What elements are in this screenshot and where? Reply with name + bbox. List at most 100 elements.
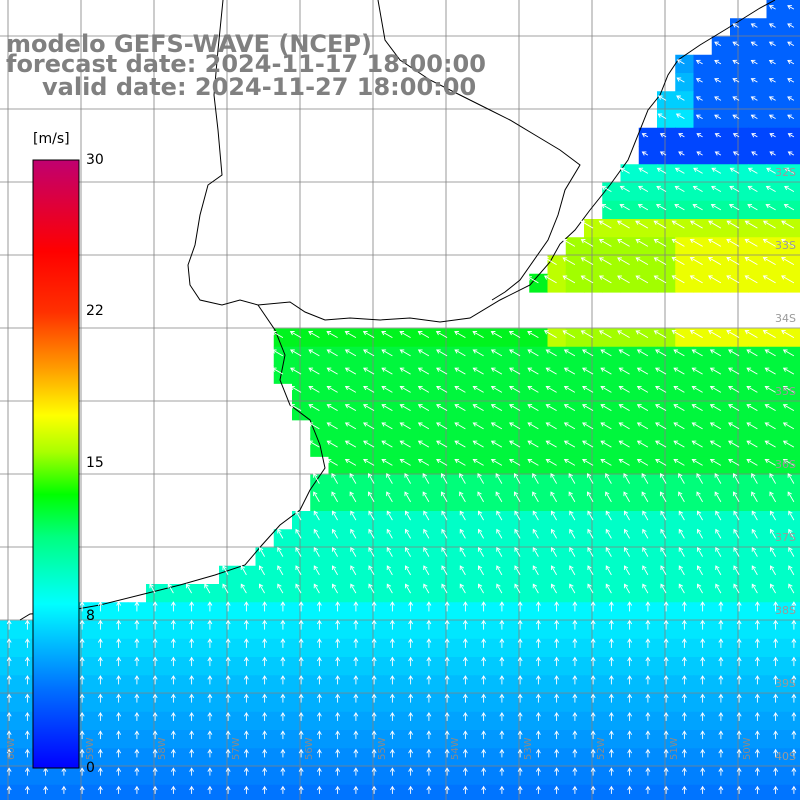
wind-speed-cell <box>54 766 74 786</box>
wind-arrow-head <box>222 583 227 589</box>
wind-speed-cell <box>675 73 695 92</box>
wind-arrow-head <box>695 114 701 119</box>
wind-speed-cell <box>474 456 494 476</box>
wind-arrow-head <box>240 565 246 571</box>
wind-arrow-head <box>389 767 395 772</box>
wind-speed-cell <box>693 346 713 366</box>
wind-arrow-head <box>517 712 523 717</box>
wind-speed-cell <box>273 328 293 348</box>
wind-speed-cell <box>675 711 695 731</box>
wind-speed-cell <box>675 657 695 676</box>
wind-speed-cell <box>200 766 220 786</box>
wind-arrow-head <box>732 473 738 478</box>
wind-arrow-head <box>350 528 355 534</box>
wind-arrow <box>751 473 758 484</box>
wind-speed-cell <box>219 675 238 695</box>
wind-speed-cell <box>511 511 530 530</box>
wind-speed-cell <box>675 346 695 366</box>
wind-speed-cell <box>383 730 403 749</box>
wind-arrow-head <box>225 712 231 717</box>
wind-arrow-head <box>718 693 724 699</box>
wind-arrow <box>770 511 776 521</box>
wind-speed-cell <box>638 200 658 220</box>
wind-speed-cell <box>255 657 275 676</box>
wind-speed-cell <box>602 182 622 202</box>
wind-arrow-head <box>732 23 738 28</box>
wind-arrow-head <box>600 404 606 409</box>
wind-speed-cell <box>164 638 184 658</box>
wind-arrow-head <box>308 331 313 336</box>
wind-arrow-head <box>335 638 341 643</box>
wind-arrow-head <box>673 440 679 445</box>
wind-speed-cell <box>565 584 585 603</box>
wind-arrow <box>733 133 740 138</box>
wind-arrow-head <box>280 730 286 735</box>
wind-speed-cell <box>620 237 640 257</box>
wind-arrow <box>564 386 576 393</box>
wind-speed-cell <box>328 638 348 658</box>
wind-arrow-head <box>550 583 556 589</box>
wind-speed-cell <box>730 438 749 457</box>
wind-speed-cell <box>511 456 530 476</box>
wind-speed-cell <box>474 602 494 622</box>
wind-arrow <box>509 386 521 393</box>
wind-speed-cell <box>511 346 530 366</box>
wind-speed-cell <box>292 547 311 567</box>
wind-arrow <box>240 565 247 576</box>
wind-speed-cell <box>146 748 165 768</box>
wind-arrow-head <box>462 638 468 643</box>
wind-arrow <box>313 529 320 539</box>
wind-arrow-head <box>496 510 501 516</box>
wind-speed-cell <box>638 328 658 348</box>
wind-speed-cell <box>419 492 439 512</box>
wind-speed-cell <box>766 638 786 658</box>
wind-arrow-head <box>750 114 756 119</box>
wind-arrow-head <box>653 239 659 244</box>
wind-arrow-head <box>170 712 176 717</box>
wind-arrow-head <box>408 601 414 606</box>
wind-speed-cell <box>127 730 147 749</box>
wind-arrow <box>781 239 795 247</box>
wind-arrow-head <box>562 239 568 244</box>
wind-arrow-head <box>481 638 487 643</box>
wind-arrow-head <box>700 693 706 699</box>
wind-arrow-head <box>773 785 779 791</box>
wind-speed-cell <box>182 766 202 786</box>
wind-arrow-head <box>715 547 720 552</box>
coastline-uruguay-brazil <box>187 0 776 323</box>
wind-arrow <box>532 584 539 594</box>
wind-speed-cell <box>492 492 512 512</box>
wind-arrow-head <box>695 96 701 101</box>
wind-arrow-head <box>481 730 487 735</box>
wind-speed-cell <box>584 693 603 713</box>
wind-arrow-head <box>258 565 264 571</box>
wind-speed-cell <box>620 328 640 348</box>
wind-arrow-head <box>700 601 706 606</box>
wind-arrow <box>308 440 320 448</box>
wind-arrow <box>619 422 630 430</box>
wind-arrow <box>690 330 703 338</box>
wind-arrow-head <box>459 510 465 516</box>
wind-arrow-head <box>435 331 441 336</box>
wind-speed-cell <box>164 584 184 603</box>
wind-arrow-head <box>788 510 793 516</box>
wind-speed-cell <box>748 73 768 92</box>
wind-speed-cell <box>784 36 800 56</box>
wind-arrow-head <box>554 656 560 662</box>
wind-speed-cell <box>346 766 366 786</box>
wind-arrow-head <box>764 367 770 372</box>
wind-speed-cell <box>438 620 457 640</box>
wind-arrow-head <box>681 619 687 625</box>
wind-speed-cell <box>657 657 676 676</box>
wind-arrow-head <box>481 712 487 717</box>
wind-arrow <box>327 349 338 357</box>
wind-speed-cell <box>675 547 695 567</box>
wind-arrow <box>399 331 411 338</box>
wind-speed-cell <box>365 547 384 567</box>
wind-arrow <box>459 473 466 484</box>
wind-arrow-head <box>170 730 176 735</box>
wind-arrow-head <box>726 238 732 244</box>
lon-label: 58W <box>157 737 168 760</box>
wind-arrow <box>459 491 466 503</box>
wind-speed-cell <box>383 693 403 713</box>
